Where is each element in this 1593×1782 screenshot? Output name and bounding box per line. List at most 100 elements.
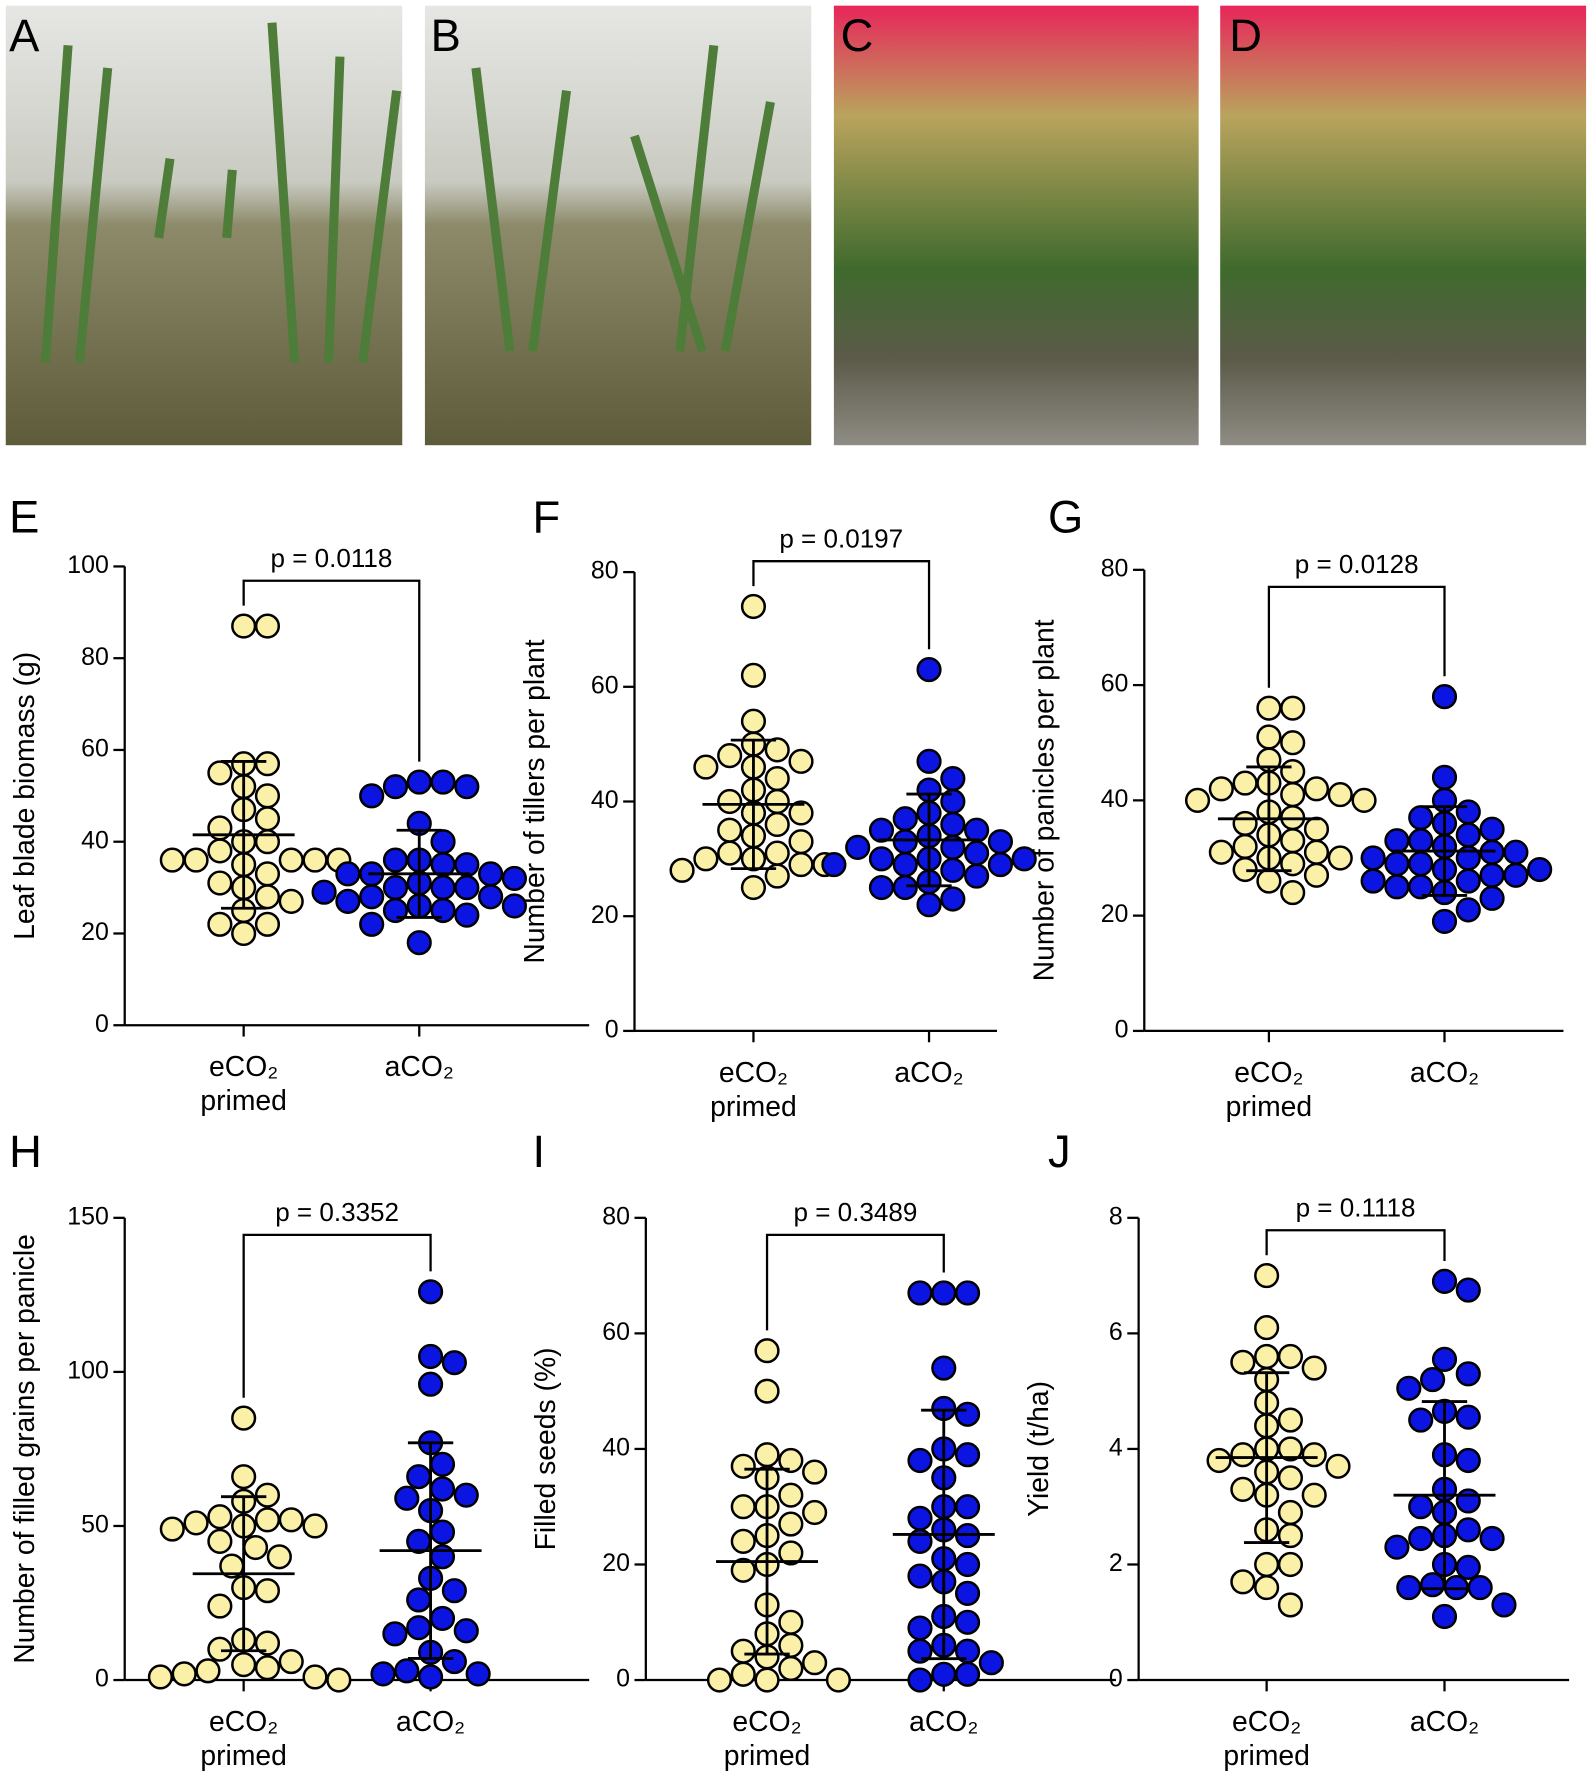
significance-bracket	[1267, 585, 1446, 688]
data-point	[802, 1459, 828, 1485]
data-point	[1301, 1355, 1327, 1381]
data-point	[954, 1442, 981, 1468]
data-point	[359, 884, 385, 910]
y-tick-label: 60	[1101, 670, 1129, 698]
data-point	[693, 846, 719, 872]
data-point	[171, 1661, 197, 1687]
data-point	[254, 911, 281, 937]
data-point	[754, 1378, 780, 1404]
data-point	[754, 1442, 780, 1468]
data-point	[1206, 1447, 1232, 1474]
data-point	[429, 1605, 456, 1631]
data-point	[1280, 828, 1306, 854]
significance-bracket	[242, 579, 421, 762]
data-point	[278, 847, 304, 873]
data-point	[954, 1609, 981, 1635]
data-point	[907, 1615, 933, 1641]
data-point	[764, 765, 790, 792]
y-tick-label: 0	[1115, 1015, 1129, 1043]
y-tick-label: 100	[67, 551, 109, 579]
data-point	[1208, 776, 1234, 802]
data-point	[1503, 839, 1529, 865]
panel-letter: B	[431, 10, 461, 61]
data-point	[418, 1371, 444, 1397]
data-point	[978, 1650, 1004, 1676]
data-point	[1360, 868, 1386, 894]
data-point	[1384, 851, 1410, 877]
data-point	[1455, 897, 1481, 923]
data-point	[418, 1664, 444, 1690]
data-point	[231, 1405, 257, 1431]
data-point	[1327, 782, 1353, 808]
data-point	[429, 1451, 456, 1477]
data-point	[1277, 1551, 1304, 1578]
data-point	[147, 1664, 173, 1690]
data-point	[441, 1350, 467, 1376]
data-point	[940, 857, 966, 883]
data-point	[1232, 810, 1258, 836]
y-tick-label: 100	[67, 1356, 109, 1384]
data-point	[1254, 1315, 1280, 1341]
data-point	[254, 751, 281, 777]
data-point	[717, 743, 743, 769]
data-point	[1384, 1534, 1410, 1560]
data-point	[916, 657, 942, 683]
data-point	[1408, 1525, 1434, 1552]
data-point	[821, 852, 847, 878]
data-point	[730, 1453, 756, 1479]
data-point	[788, 829, 814, 855]
data-point	[207, 911, 233, 937]
data-point	[335, 861, 361, 887]
p-value: p = 0.1118	[1296, 1193, 1416, 1223]
data-point	[1256, 868, 1282, 894]
data-point	[1431, 908, 1458, 934]
data-point	[730, 1528, 756, 1554]
y-axis-label: Number of tillers per plant	[519, 639, 551, 963]
data-point	[359, 783, 385, 809]
data-point	[1420, 1572, 1446, 1598]
data-point	[1455, 1488, 1481, 1514]
data-point	[302, 1664, 328, 1690]
data-point	[406, 1464, 432, 1490]
x-tick-label: eCO₂ primed	[724, 1706, 811, 1772]
data-point	[1467, 1575, 1493, 1601]
data-point	[907, 1505, 933, 1531]
y-tick-label: 4	[1109, 1434, 1123, 1462]
data-point	[740, 874, 767, 901]
data-point	[382, 875, 409, 901]
data-point	[717, 840, 743, 866]
data-point	[1277, 1436, 1304, 1462]
data-point	[940, 886, 966, 912]
data-point	[778, 1482, 804, 1508]
data-point	[1280, 782, 1306, 808]
y-axis-label: Leaf blade biomass (g)	[9, 652, 41, 940]
data-point	[454, 902, 480, 928]
y-tick-label: 20	[1101, 900, 1129, 928]
y-axis-label: Filled seeds (%)	[530, 1347, 562, 1550]
panel-letter: E	[9, 491, 39, 542]
data-point	[326, 1667, 352, 1693]
data-point	[954, 1551, 981, 1578]
panel-letter: F	[533, 491, 561, 542]
data-point	[1011, 846, 1037, 872]
data-point	[764, 840, 790, 866]
y-tick-label: 80	[1101, 554, 1129, 582]
data-point	[764, 737, 790, 763]
data-point	[1280, 695, 1306, 721]
data-point	[764, 811, 790, 838]
data-point	[278, 1648, 304, 1675]
data-point	[335, 888, 361, 914]
data-point	[1303, 816, 1330, 842]
y-tick-label: 60	[81, 735, 109, 763]
data-point	[931, 1280, 957, 1306]
data-point	[418, 1279, 444, 1305]
y-tick-label: 80	[602, 1202, 630, 1230]
y-tick-label: 60	[602, 1318, 630, 1346]
data-point	[254, 806, 281, 832]
data-point	[231, 1464, 257, 1490]
data-point	[278, 888, 304, 914]
data-point	[1230, 1569, 1256, 1595]
data-point	[501, 893, 527, 919]
data-point	[207, 1593, 233, 1619]
